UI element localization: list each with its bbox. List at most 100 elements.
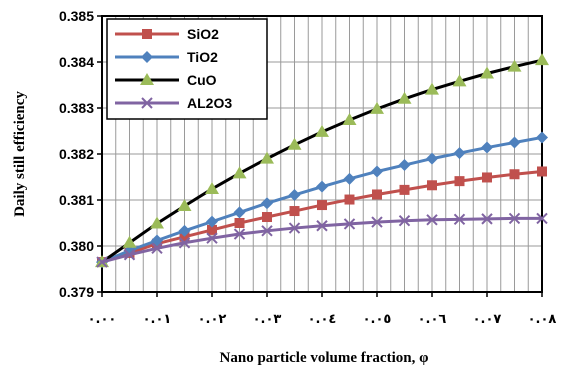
- legend-label-cuo: CuO: [187, 72, 217, 88]
- legend-label-tio2: TiO2: [187, 49, 218, 65]
- triangle-marker: [425, 82, 439, 95]
- x-marker: [536, 212, 548, 225]
- x-marker: [316, 220, 328, 232]
- x-tick-label: ٠.٠٣: [253, 312, 282, 327]
- series-layer: [95, 53, 549, 269]
- square-marker: [344, 194, 355, 205]
- legend-item-cuo: CuO: [115, 72, 217, 88]
- x-tick-label: ٠.٠٦: [418, 312, 447, 327]
- diamond-marker: [536, 131, 548, 144]
- x-marker: [178, 237, 191, 249]
- y-tick-label: 0.382: [59, 146, 94, 162]
- x-axis-title: Nano particle volume fraction, φ: [220, 350, 429, 366]
- x-marker: [261, 225, 273, 237]
- triangle-marker: [260, 151, 274, 164]
- x-tick-label: ٠.٠٠: [88, 312, 117, 327]
- x-marker: [151, 242, 163, 255]
- y-tick-label: 0.383: [59, 100, 94, 116]
- diamond-marker: [178, 224, 191, 237]
- x-marker: [233, 228, 246, 240]
- diamond-marker: [343, 172, 356, 185]
- diamond-marker: [206, 215, 218, 228]
- square-marker: [372, 189, 382, 200]
- x-marker: [481, 213, 493, 225]
- legend-item-al2o3: AL2O3: [115, 95, 232, 111]
- square-marker: [234, 218, 245, 228]
- triangle-marker: [452, 74, 467, 87]
- triangle-marker: [205, 181, 219, 194]
- triangle-marker: [232, 166, 247, 179]
- triangle-marker: [397, 91, 412, 104]
- square-marker: [509, 169, 520, 180]
- diamond-marker: [453, 147, 466, 160]
- square-marker: [454, 176, 465, 187]
- triangle-marker: [287, 137, 302, 150]
- legend-label-sio2: SiO2: [187, 26, 219, 42]
- diamond-marker: [508, 136, 521, 149]
- x-marker: [426, 214, 438, 226]
- diamond-marker: [288, 188, 301, 201]
- diamond-marker: [481, 141, 493, 154]
- y-tick-label: 0.379: [59, 284, 94, 300]
- square-marker: [537, 166, 547, 177]
- series-sio2: [97, 166, 547, 268]
- x-tick-label: ٠.٠٥: [363, 312, 392, 327]
- triangle-marker: [140, 73, 154, 85]
- triangle-marker: [315, 124, 329, 137]
- square-marker: [262, 212, 272, 223]
- x-marker: [141, 97, 153, 109]
- square-marker: [142, 29, 152, 39]
- square-marker: [399, 184, 410, 195]
- square-marker: [317, 200, 327, 211]
- legend-box: [106, 18, 268, 120]
- legend-label-al2o3: AL2O3: [187, 95, 232, 111]
- triangle-marker: [150, 216, 164, 229]
- series-cuo: [95, 53, 549, 268]
- legend-item-sio2: SiO2: [115, 26, 219, 42]
- x-marker: [288, 222, 301, 234]
- x-axis-tick-labels: ٠.٠٠ ٠.٠١ ٠.٠٢ ٠.٠٣ ٠.٠٤ ٠.٠٥ ٠.٠٦ ٠.٠٧ ٠.٠٨: [88, 292, 557, 327]
- x-marker: [371, 216, 383, 228]
- square-marker: [427, 180, 437, 191]
- triangle-marker: [370, 101, 384, 114]
- diamond-marker: [426, 152, 438, 165]
- x-tick-label: ٠.٠٢: [198, 312, 227, 327]
- legend: SiO2 TiO2 CuO AL2O3: [106, 18, 268, 120]
- diamond-marker: [233, 206, 246, 219]
- x-marker: [343, 218, 356, 230]
- diamond-marker: [398, 159, 411, 172]
- triangle-marker: [122, 235, 137, 248]
- x-marker: [453, 213, 466, 226]
- y-axis-tick-labels: 0.379 0.380 0.381 0.382 0.383 0.384 0.385: [59, 8, 102, 300]
- square-marker: [289, 206, 300, 217]
- y-tick-label: 0.380: [59, 238, 94, 254]
- x-marker: [96, 256, 108, 268]
- diamond-marker: [316, 180, 328, 193]
- y-tick-label: 0.384: [59, 54, 94, 70]
- legend-item-tio2: TiO2: [115, 49, 218, 65]
- triangle-marker: [480, 66, 494, 79]
- series-al2o3: [96, 212, 548, 268]
- square-marker: [482, 172, 492, 183]
- x-marker: [398, 214, 411, 227]
- triangle-marker: [342, 112, 357, 125]
- triangle-marker: [177, 198, 192, 211]
- x-marker: [508, 212, 521, 225]
- x-tick-label: ٠.٠٨: [528, 312, 557, 327]
- triangle-marker: [535, 53, 549, 66]
- diamond-marker: [141, 51, 153, 63]
- triangle-marker: [507, 59, 522, 72]
- diamond-marker: [151, 234, 163, 247]
- square-marker: [207, 224, 217, 235]
- diamond-marker: [261, 197, 273, 210]
- diamond-marker: [371, 165, 383, 178]
- x-tick-label: ٠.٠٤: [308, 312, 337, 327]
- x-marker: [123, 249, 136, 261]
- y-axis-title: Daily still efficiency: [12, 91, 28, 217]
- y-tick-label: 0.385: [59, 8, 94, 24]
- x-tick-label: ٠.٠١: [143, 312, 172, 327]
- y-tick-label: 0.381: [59, 192, 94, 208]
- x-tick-label: ٠.٠٧: [473, 312, 502, 327]
- x-marker: [206, 232, 218, 244]
